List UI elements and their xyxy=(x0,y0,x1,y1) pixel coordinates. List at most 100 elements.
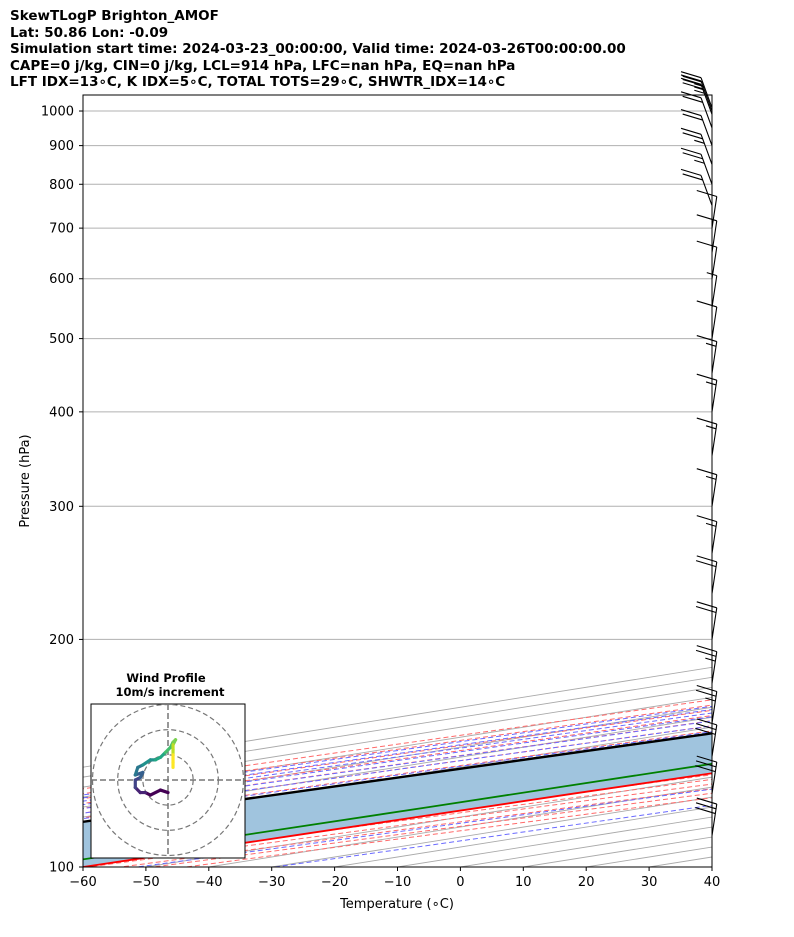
x-tick-label: 20 xyxy=(578,875,595,890)
wind-barb xyxy=(695,797,718,836)
wind-barb-full xyxy=(696,601,717,609)
chart-grid xyxy=(83,110,712,867)
wind-barb xyxy=(680,127,713,165)
wind-barb xyxy=(696,214,718,253)
wind-barb xyxy=(695,555,718,594)
wind-barb-full xyxy=(682,152,703,160)
x-tick-label: −40 xyxy=(195,875,222,890)
wind-barb-full xyxy=(680,91,702,99)
x-tick-label: 30 xyxy=(641,875,658,890)
wind-barb-full xyxy=(695,765,716,773)
wind-barb-staff xyxy=(711,275,718,308)
y-tick-label: 800 xyxy=(49,178,74,193)
wind-barb xyxy=(696,335,718,374)
x-tick-label: −20 xyxy=(321,875,348,890)
x-tick-label: −50 xyxy=(132,875,159,890)
wind-barb xyxy=(695,645,718,684)
wind-barb-staff xyxy=(711,724,718,757)
wind-barb-half xyxy=(694,159,705,164)
wind-barb-full xyxy=(680,168,702,176)
wind-barb-full xyxy=(682,78,703,86)
wind-barb-half xyxy=(706,272,717,277)
wind-barb-full xyxy=(696,797,717,805)
y-axis-label: Pressure (hPa) xyxy=(18,434,33,527)
isotherm-line xyxy=(711,866,712,867)
wind-barb-staff xyxy=(711,423,718,456)
wind-barb-full xyxy=(680,74,702,82)
wind-barb-full xyxy=(680,109,702,117)
wind-barb-staff xyxy=(711,247,718,279)
hodograph-inset: Wind Profile 10m/s increment xyxy=(90,671,246,859)
wind-barb-full xyxy=(682,132,703,140)
wind-barb-full xyxy=(696,189,717,198)
wind-barb-staff xyxy=(711,561,718,594)
wind-barb-half xyxy=(694,89,705,94)
wind-barb-staff xyxy=(700,134,713,165)
wind-barb xyxy=(696,468,718,507)
wind-barb-staff xyxy=(700,97,713,129)
wind-barb xyxy=(680,168,713,206)
inset-title: Wind Profile xyxy=(126,671,206,685)
wind-barb-staff xyxy=(700,154,713,185)
wind-barb-staff xyxy=(711,380,718,412)
wind-barb-staff xyxy=(711,762,718,794)
y-tick-label: 400 xyxy=(49,405,74,420)
wind-barb-staff xyxy=(700,115,713,146)
wind-barb-full xyxy=(695,802,717,810)
wind-barb xyxy=(695,755,718,794)
wind-barb-full xyxy=(695,606,717,614)
wind-barb-full xyxy=(682,95,703,103)
wind-barb xyxy=(680,147,713,185)
wind-barb-staff xyxy=(711,306,718,339)
wind-barb-half xyxy=(694,139,705,144)
wind-barb-half xyxy=(705,697,716,702)
wind-barb xyxy=(696,373,718,412)
wind-barb-full xyxy=(696,240,717,248)
title-line-1: SkewTLogP Brighton_AMOF xyxy=(10,8,219,24)
y-tick-label: 200 xyxy=(49,633,74,648)
wind-barb xyxy=(706,272,718,308)
wind-barb-staff xyxy=(711,220,718,253)
y-tick-label: 600 xyxy=(49,272,74,287)
wind-barb-half xyxy=(705,657,716,662)
wind-barb-staff xyxy=(711,474,718,507)
wind-barb-staff xyxy=(711,691,718,724)
wind-barb-full xyxy=(696,684,717,692)
x-tick-label: 40 xyxy=(704,875,721,890)
wind-barb xyxy=(695,718,718,757)
wind-barb-full xyxy=(682,113,703,121)
wind-barb-full xyxy=(695,649,717,657)
x-tick-label: −10 xyxy=(384,875,411,890)
wind-barb xyxy=(696,417,718,456)
wind-barb-full xyxy=(695,727,716,735)
y-tick-label: 700 xyxy=(49,222,74,237)
wind-barb-full xyxy=(696,718,717,726)
wind-barb xyxy=(695,601,718,640)
wind-barb xyxy=(680,91,713,129)
title-line-2: Lat: 50.86 Lon: -0.09 xyxy=(10,24,169,41)
wind-barb-full xyxy=(696,417,717,425)
wind-barb-full xyxy=(695,760,717,768)
wind-barb-staff xyxy=(711,651,718,684)
wind-barb-staff xyxy=(711,803,718,836)
wind-barb-full xyxy=(682,75,703,83)
chart-axes: −60 −50 −40 −30 −20 −10 0 10 20 30 40 100 200 300 400 5… xyxy=(41,105,720,890)
wind-barb-full xyxy=(695,807,716,815)
isotherm-line xyxy=(83,726,712,828)
wind-barb-staff xyxy=(700,175,713,206)
isotherm-line xyxy=(83,706,712,808)
wind-barb-full xyxy=(696,555,717,563)
wind-barb-full xyxy=(680,71,702,79)
wind-barb-full xyxy=(682,173,703,181)
title-line-5: LFT IDX=13∘C, K IDX=5∘C, TOTAL TOTS=29∘C… xyxy=(10,74,506,91)
wind-barb-full xyxy=(695,723,717,731)
wind-barb-full xyxy=(696,468,717,476)
wind-barb-full xyxy=(680,147,702,155)
wind-barb-staff xyxy=(711,521,718,554)
x-axis-label: Temperature (∘C) xyxy=(339,897,454,912)
wind-barb-half xyxy=(705,475,717,480)
wind-barbs xyxy=(680,71,718,836)
wind-barb-full xyxy=(680,77,702,85)
wind-barb-full xyxy=(696,300,717,308)
wind-barb-half xyxy=(705,425,717,430)
